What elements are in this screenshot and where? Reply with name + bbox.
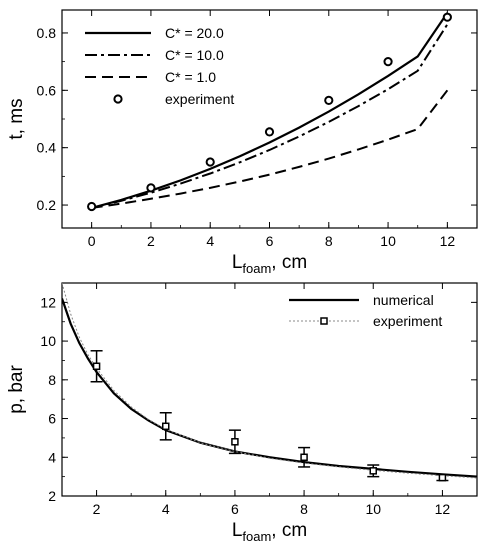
legend-label: C* = 10.0 <box>165 47 224 63</box>
x-tick-label: 10 <box>365 501 381 517</box>
x-tick-label: 8 <box>325 233 333 249</box>
x-tick-label: 0 <box>88 233 96 249</box>
x-axis-label: Lfoam, cm <box>232 520 307 544</box>
y-tick-label: 12 <box>40 294 56 310</box>
y-tick-label: 4 <box>48 449 56 465</box>
x-tick-label: 6 <box>266 233 274 249</box>
plot-area <box>87 12 452 212</box>
series-line <box>62 283 477 479</box>
y-axis-label: t, ms <box>6 98 27 139</box>
data-point <box>369 467 377 475</box>
x-axis-label: Lfoam, cm <box>232 252 307 276</box>
chart-pressure: 2 4 6 8 10 12 2 4 6 8 10 12 Lfoam, cm p, bar numerical… <box>6 282 478 544</box>
series-line <box>91 12 449 209</box>
legend-marker <box>320 317 328 325</box>
y-tick-label: 2 <box>48 488 56 504</box>
x-tick-label: 6 <box>231 501 239 517</box>
legend: numerical experiment <box>289 292 442 329</box>
data-point <box>438 473 447 482</box>
y-tick-label: 0.2 <box>37 197 57 213</box>
data-point <box>231 438 239 446</box>
legend: C* = 20.0 C* = 10.0 C* = 1.0 experiment <box>85 25 234 107</box>
data-point <box>205 157 215 167</box>
x-tick-label: 12 <box>435 501 451 517</box>
legend-marker <box>113 94 123 104</box>
series-line <box>91 23 449 209</box>
x-tick-label: 12 <box>440 233 456 249</box>
plot-frame <box>61 9 478 229</box>
data-point <box>300 453 308 462</box>
y-tick-label: 0.4 <box>37 140 57 156</box>
data-point <box>92 362 101 371</box>
legend-label: C* = 20.0 <box>165 25 224 41</box>
legend-label: experiment <box>165 91 234 107</box>
x-tick-label: 2 <box>93 501 101 517</box>
x-tick-label: 4 <box>206 233 214 249</box>
legend-label: numerical <box>373 292 434 308</box>
x-tick-label: 8 <box>300 501 308 517</box>
legend-label: C* = 1.0 <box>165 69 216 85</box>
y-tick-label: 6 <box>48 411 56 427</box>
y-axis-label: p, bar <box>6 365 27 414</box>
y-tick-label: 0.6 <box>37 82 57 98</box>
plot-area <box>62 283 477 482</box>
data-point <box>442 12 452 22</box>
data-point <box>264 127 275 137</box>
x-tick-label: 4 <box>162 501 170 517</box>
data-point <box>324 95 334 105</box>
y-tick-label: 0.8 <box>37 25 57 41</box>
y-tick-label: 10 <box>40 333 56 349</box>
legend-label: experiment <box>373 313 442 329</box>
data-point <box>146 183 156 193</box>
data-point <box>383 57 393 67</box>
series-line <box>91 89 449 209</box>
chart-time: 0 2 4 6 8 10 12 0.2 0.4 0.6 0.8 Lfoam, cm t, ms C* = … <box>6 9 478 276</box>
x-tick-label: 10 <box>380 233 396 249</box>
data-point <box>87 201 97 212</box>
data-point <box>162 422 170 431</box>
y-tick-label: 8 <box>48 372 56 388</box>
x-tick-label: 2 <box>147 233 155 249</box>
